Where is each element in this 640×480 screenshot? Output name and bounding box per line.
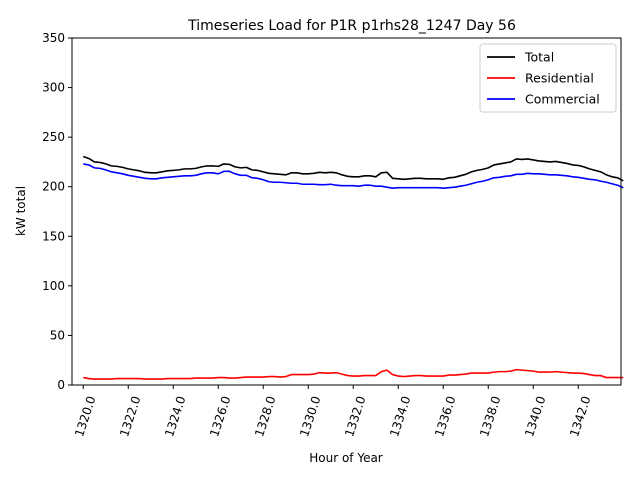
x-axis-label: Hour of Year <box>309 451 383 465</box>
y-tick-label: 50 <box>50 328 65 342</box>
y-tick-label: 150 <box>42 229 65 243</box>
legend-box <box>479 43 617 113</box>
y-tick-label: 0 <box>57 378 65 392</box>
plot-frame <box>71 37 622 386</box>
series-line-commercial <box>83 163 624 189</box>
legend-label-commercial: Commercial <box>525 92 600 107</box>
series-line-residential <box>83 368 624 380</box>
y-tick-label: 250 <box>42 130 65 144</box>
series-layer <box>82 155 624 380</box>
y-tick-label: 200 <box>42 180 65 194</box>
legend-label-total: Total <box>524 50 554 65</box>
series-line-total <box>82 155 624 182</box>
legend: Total Residential Commercial <box>479 43 617 113</box>
y-tick-label: 350 <box>42 31 65 45</box>
y-tick-label: 300 <box>42 81 65 95</box>
y-axis-ticks: 0 50 100 150 200 250 300 350 <box>42 31 72 392</box>
y-axis-label: kW total <box>14 186 28 236</box>
y-tick-label: 100 <box>42 279 65 293</box>
legend-label-residential: Residential <box>525 71 594 86</box>
axes-layer <box>71 37 622 386</box>
chart-title: Timeseries Load for P1R p1rhs28_1247 Day… <box>187 18 516 34</box>
